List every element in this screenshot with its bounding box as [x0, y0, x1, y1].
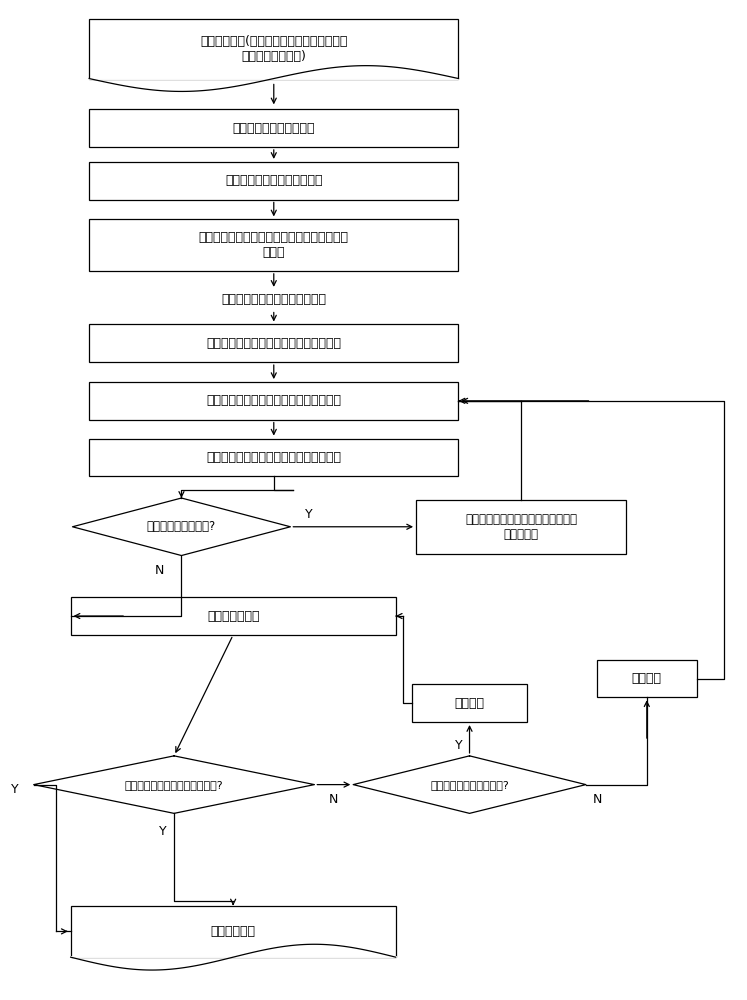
Bar: [89, 439, 459, 476]
Text: 生产实绩信息(客户产品信息、中间包使用次
数、坩埚使用次数): 生产实绩信息(客户产品信息、中间包使用次 数、坩埚使用次数): [200, 35, 347, 63]
Text: 选择排序后第一条客户产品，获取牌号值: 选择排序后第一条客户产品，获取牌号值: [206, 337, 341, 350]
Text: 调整炉重: 调整炉重: [632, 672, 662, 685]
Text: 选择队列中的下一条客户产品，并获
取牌号的值: 选择队列中的下一条客户产品，并获 取牌号的值: [465, 513, 577, 541]
Bar: [89, 19, 459, 79]
Bar: [416, 500, 627, 554]
Bar: [71, 597, 396, 635]
Text: Y: Y: [159, 825, 167, 838]
Bar: [89, 109, 459, 147]
Text: 相同交货期，相同优先级，按照客户产品生产
量排序: 相同交货期，相同优先级，按照客户产品生产 量排序: [199, 231, 349, 259]
Text: 按照客户产品交货期排序: 按照客户产品交货期排序: [232, 122, 315, 135]
Polygon shape: [34, 756, 314, 813]
Text: 是否满足该牌号库存备料上下限?: 是否满足该牌号库存备料上下限?: [125, 780, 223, 790]
Text: Y: Y: [11, 783, 19, 796]
Text: Y: Y: [455, 739, 462, 752]
Text: 基于规则设定甩带炉次的炉重并进行组炉: 基于规则设定甩带炉次的炉重并进行组炉: [206, 394, 341, 407]
Text: N: N: [155, 564, 164, 577]
Text: 排序后的甩带工序客户产品信息: 排序后的甩带工序客户产品信息: [221, 293, 326, 306]
Bar: [71, 906, 396, 957]
Bar: [89, 324, 459, 362]
Polygon shape: [353, 756, 586, 813]
Text: 计算牌号备料量: 计算牌号备料量: [207, 610, 259, 623]
Polygon shape: [72, 498, 291, 556]
Text: 更新中间包使用次数、坩埚使用次数信息: 更新中间包使用次数、坩埚使用次数信息: [206, 451, 341, 464]
Bar: [89, 162, 459, 200]
Text: 相同交货期，按照优先级排序: 相同交货期，按照优先级排序: [225, 174, 323, 187]
Text: N: N: [592, 793, 601, 806]
Text: 该牌号炉重为最大炉重么?: 该牌号炉重为最大炉重么?: [430, 780, 509, 790]
Text: 有无未安排客户产品?: 有无未安排客户产品?: [147, 520, 216, 533]
Text: 组炉炉次信息: 组炉炉次信息: [211, 925, 255, 938]
Bar: [597, 660, 697, 697]
Bar: [89, 382, 459, 420]
Bar: [412, 684, 527, 722]
Text: N: N: [329, 793, 338, 806]
Bar: [89, 219, 459, 271]
Text: 增加炉数: 增加炉数: [454, 697, 485, 710]
Text: Y: Y: [305, 508, 313, 521]
